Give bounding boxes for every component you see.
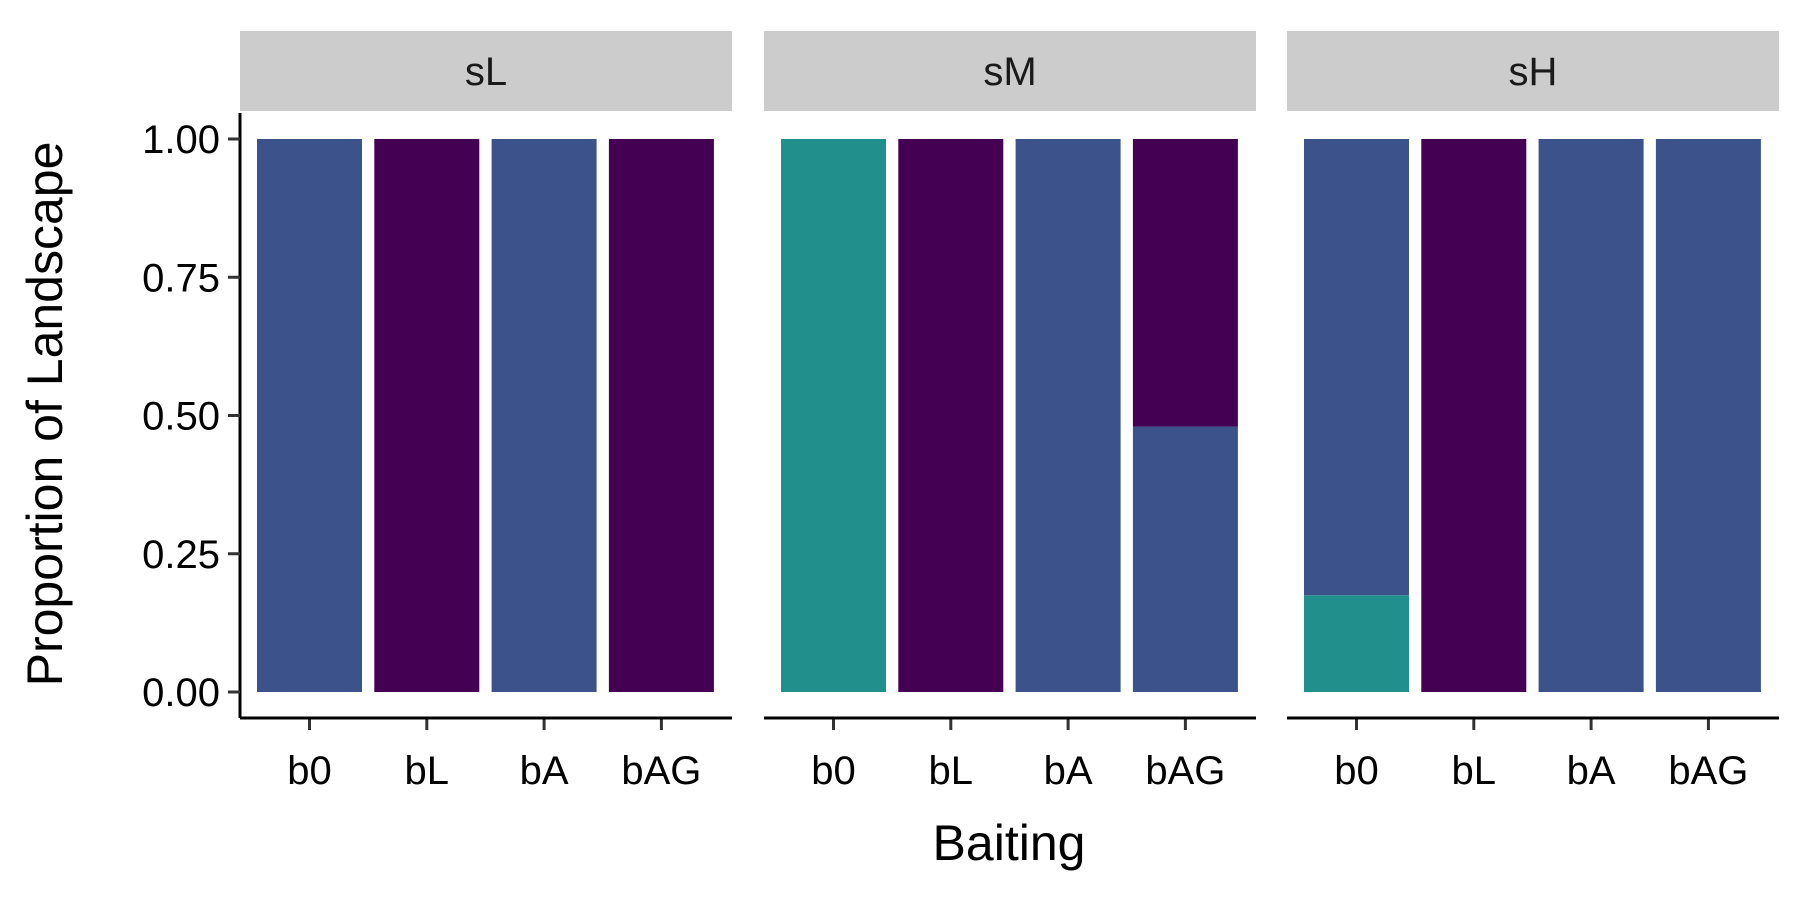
x-tick-label: bL bbox=[929, 749, 974, 793]
y-tick-label: 0.50 bbox=[142, 395, 220, 439]
x-tick-label: bAG bbox=[621, 749, 701, 793]
y-tick-label: 0.25 bbox=[142, 533, 220, 577]
facet-panel-sL: sL b0 bL bA bAG bbox=[240, 31, 732, 793]
facet-panel-sM: sM b0 bL bA bAG bbox=[764, 31, 1256, 793]
bar-segment bbox=[1132, 139, 1238, 427]
bar-segment bbox=[1304, 595, 1409, 692]
x-tick-label: bAG bbox=[1668, 749, 1748, 793]
y-axis-title: Proportion of Landscape bbox=[17, 142, 73, 687]
y-tick-label: 1.00 bbox=[142, 118, 220, 162]
x-tick-label: b0 bbox=[811, 749, 856, 793]
x-axis-title: Baiting bbox=[933, 815, 1086, 871]
bar-segment bbox=[1421, 139, 1527, 692]
bar-segment bbox=[898, 139, 1004, 692]
facet-panel-sH: sH b0 bL bA bAG bbox=[1287, 31, 1779, 793]
bar-segment bbox=[257, 139, 362, 692]
x-tick-label: b0 bbox=[287, 749, 332, 793]
y-tick-label: 0.75 bbox=[142, 256, 220, 300]
bar-segment bbox=[1015, 139, 1121, 692]
bar-segment bbox=[608, 139, 714, 692]
bar-segment bbox=[491, 139, 597, 692]
x-tick-label: b0 bbox=[1334, 749, 1379, 793]
x-tick-label: bA bbox=[1044, 749, 1093, 793]
facet-strip-label: sL bbox=[465, 50, 507, 94]
facet-strip bbox=[1287, 31, 1779, 111]
bar-segment bbox=[1304, 139, 1409, 596]
facet-panels: 0.00 0.25 0.50 0.75 1.00 sL b0 bL bA bAG sM b0 bL bA b… bbox=[142, 31, 1779, 793]
bar-segment bbox=[374, 139, 480, 692]
x-tick-label: bL bbox=[405, 749, 450, 793]
facet-strip-label: sH bbox=[1509, 50, 1558, 94]
bar-segment bbox=[781, 139, 886, 692]
x-tick-label: bL bbox=[1452, 749, 1497, 793]
bar-segment bbox=[1132, 426, 1238, 692]
x-tick-label: bA bbox=[1567, 749, 1616, 793]
y-tick-label: 0.00 bbox=[142, 671, 220, 715]
facet-strip bbox=[240, 31, 732, 111]
x-tick-label: bA bbox=[520, 749, 569, 793]
y-axis: 0.00 0.25 0.50 0.75 1.00 bbox=[142, 113, 242, 718]
bar-segment bbox=[1655, 139, 1761, 692]
facet-strip-label: sM bbox=[983, 50, 1036, 94]
bar-segment bbox=[1538, 139, 1644, 692]
x-tick-label: bAG bbox=[1145, 749, 1225, 793]
facet-strip bbox=[764, 31, 1256, 111]
